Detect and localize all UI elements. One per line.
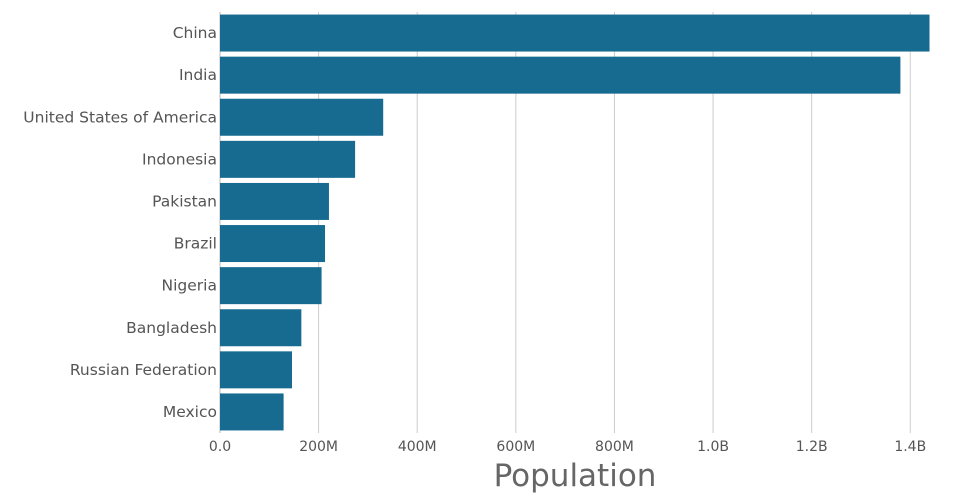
category-label: India [179,66,217,84]
category-label: Mexico [163,403,217,421]
category-label: Russian Federation [70,361,217,379]
x-tick-label: 1.2B [796,439,828,455]
category-labels: China India United States of America Indone… [23,24,217,421]
x-tick-label: 800M [595,439,634,455]
x-tick-label: 0.0 [209,439,231,455]
bar [220,182,329,220]
x-tick-label: 600M [496,439,535,455]
bar [220,225,326,263]
category-label: Brazil [174,235,217,253]
bar [220,309,302,347]
category-label: Nigeria [162,277,217,295]
bar [220,393,284,431]
x-tick-label: 400M [398,439,437,455]
category-label: Pakistan [152,192,217,210]
x-tick-labels: 0.0 200M 400M 600M 800M 1.0B 1.2B 1.4B [209,439,926,455]
category-label: Indonesia [142,150,217,168]
bar [220,351,292,389]
x-axis-title: Population [494,458,657,494]
bar [220,56,901,94]
category-label: Bangladesh [126,319,217,337]
bar [220,98,384,136]
bar [220,267,322,305]
x-tick-label: 1.0B [697,439,729,455]
bar [220,140,356,178]
category-label: United States of America [23,108,217,126]
x-tick-label: 200M [299,439,338,455]
x-tick-label: 1.4B [894,439,926,455]
category-label: China [173,24,217,42]
bars [220,14,930,431]
bar [220,14,930,52]
